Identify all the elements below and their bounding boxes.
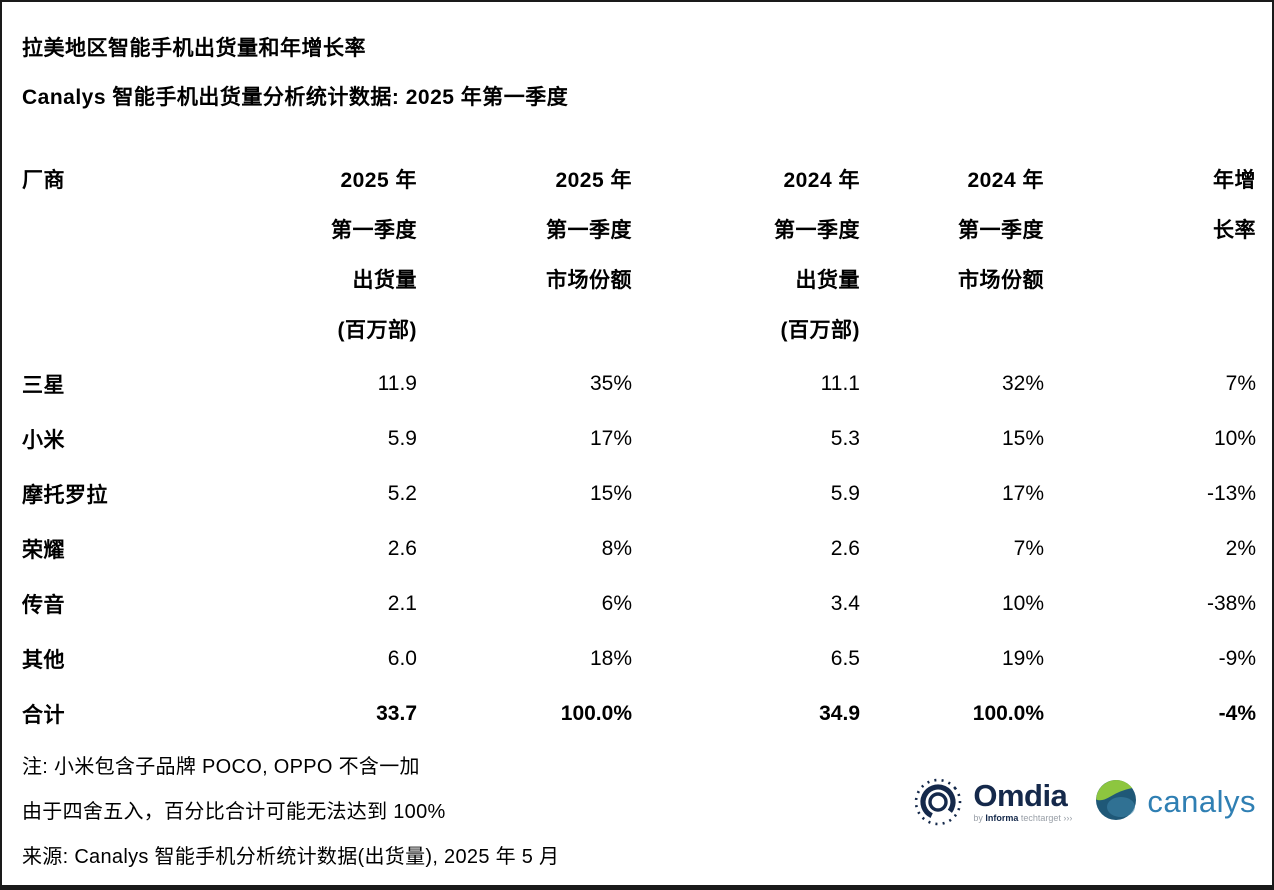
share-2025-cell: 6% bbox=[601, 591, 632, 615]
shipments-2024-cell: 6.5 bbox=[830, 646, 860, 670]
omdia-tagline-by: by bbox=[973, 813, 986, 823]
table-header: 厂商 2025 年 第一季度 出货量 (百万部) 2025 年 第一季度 市场份… bbox=[22, 156, 1256, 356]
share-2025-cell: 18% bbox=[589, 646, 632, 670]
header-line: 2024 年 bbox=[967, 169, 1044, 192]
vendor-cell: 三星 bbox=[22, 373, 65, 397]
footnote-rounding: 由于四舍五入，百分比合计可能无法达到 100% bbox=[22, 801, 446, 823]
table-row-xiaomi: 小米 5.9 17% 5.3 15% 10% bbox=[22, 411, 1256, 466]
brand-logos: Omdia by Informa techtarget ››› canalys bbox=[911, 768, 1256, 836]
header-row: 厂商 2025 年 第一季度 出货量 (百万部) 2025 年 第一季度 市场份… bbox=[22, 156, 1256, 356]
growth-cell: -4% bbox=[1218, 701, 1256, 725]
canalys-logo: canalys bbox=[1094, 778, 1256, 827]
share-2025-cell: 100.0% bbox=[560, 701, 632, 725]
omdia-name-text: Omdia bbox=[973, 778, 1068, 813]
vendor-cell: 小米 bbox=[22, 428, 65, 452]
header-line: (百万部) bbox=[337, 319, 417, 342]
table-row-honor: 荣耀 2.6 8% 2.6 7% 2% bbox=[22, 521, 1256, 576]
growth-cell: 10% bbox=[1213, 426, 1256, 450]
shipments-2024-cell: 11.1 bbox=[820, 371, 860, 395]
shipments-2025-cell: 33.7 bbox=[376, 701, 417, 725]
header-line: 第一季度 bbox=[774, 219, 860, 242]
page-title: 拉美地区智能手机出货量和年增长率 bbox=[22, 37, 366, 60]
shipments-2024-cell: 3.4 bbox=[830, 591, 860, 615]
canalys-globe-icon bbox=[1094, 778, 1138, 827]
header-line: 长率 bbox=[1213, 219, 1256, 242]
header-line: 2025 年 bbox=[555, 169, 632, 192]
column-header-2024-share: 2024 年 第一季度 市场份额 bbox=[860, 156, 1044, 356]
footnote-source: 来源: Canalys 智能手机分析统计数据(出货量), 2025 年 5 月 bbox=[22, 846, 560, 868]
header-line: 厂商 bbox=[22, 169, 65, 192]
vendor-cell: 荣耀 bbox=[22, 538, 65, 562]
header-line: 出货量 bbox=[352, 269, 417, 292]
table-row-others: 其他 6.0 18% 6.5 19% -9% bbox=[22, 631, 1256, 686]
shipments-2024-cell: 5.9 bbox=[830, 481, 860, 505]
omdia-tagline-rest: techtarget ››› bbox=[1018, 813, 1073, 823]
footnotes: 注: 小米包含子品牌 POCO, OPPO 不含一加 由于四舍五入，百分比合计可… bbox=[22, 745, 1254, 880]
table-row-motorola: 摩托罗拉 5.2 15% 5.9 17% -13% bbox=[22, 466, 1256, 521]
footnote-brands: 注: 小米包含子品牌 POCO, OPPO 不含一加 bbox=[22, 756, 420, 778]
share-2024-cell: 19% bbox=[1001, 646, 1044, 670]
omdia-wordmark: Omdia by Informa techtarget ››› bbox=[973, 780, 1072, 824]
shipments-2025-cell: 5.2 bbox=[387, 481, 417, 505]
header-line: 第一季度 bbox=[546, 219, 632, 242]
shipments-table: 厂商 2025 年 第一季度 出货量 (百万部) 2025 年 第一季度 市场份… bbox=[22, 156, 1256, 741]
growth-cell: -9% bbox=[1218, 646, 1256, 670]
share-2024-cell: 7% bbox=[1013, 536, 1044, 560]
share-2024-cell: 32% bbox=[1001, 371, 1044, 395]
canalys-name-text: canalys bbox=[1147, 784, 1256, 819]
share-2024-cell: 100.0% bbox=[972, 701, 1044, 725]
growth-cell: -38% bbox=[1206, 591, 1256, 615]
share-2025-cell: 8% bbox=[601, 536, 632, 560]
column-header-2025-share: 2025 年 第一季度 市场份额 bbox=[417, 156, 632, 356]
column-header-2025-shipments: 2025 年 第一季度 出货量 (百万部) bbox=[172, 156, 417, 356]
page-subtitle: Canalys 智能手机出货量分析统计数据: 2025 年第一季度 bbox=[22, 86, 569, 109]
growth-cell: 7% bbox=[1225, 371, 1256, 395]
shipments-2025-cell: 6.0 bbox=[387, 646, 417, 670]
share-2024-cell: 15% bbox=[1001, 426, 1044, 450]
header-line: 第一季度 bbox=[958, 219, 1044, 242]
vendor-cell: 合计 bbox=[22, 703, 65, 727]
share-2025-cell: 35% bbox=[589, 371, 632, 395]
table-body: 三星 11.9 35% 11.1 32% 7% 小米 5.9 17% 5.3 1… bbox=[22, 356, 1256, 741]
shipments-2025-cell: 5.9 bbox=[387, 426, 417, 450]
header-line: 市场份额 bbox=[546, 269, 632, 292]
omdia-tagline-brand: Informa bbox=[985, 813, 1019, 823]
header-line: 出货量 bbox=[795, 269, 860, 292]
vendor-cell: 其他 bbox=[22, 648, 65, 672]
share-2024-cell: 10% bbox=[1001, 591, 1044, 615]
omdia-rings-icon bbox=[911, 772, 967, 833]
growth-cell: 2% bbox=[1225, 536, 1256, 560]
share-2025-cell: 17% bbox=[589, 426, 632, 450]
header-line: 2024 年 bbox=[783, 169, 860, 192]
shipments-2024-cell: 2.6 bbox=[830, 536, 860, 560]
header-line: 2025 年 bbox=[340, 169, 417, 192]
shipments-2025-cell: 11.9 bbox=[377, 371, 417, 395]
column-header-vendor: 厂商 bbox=[22, 156, 172, 356]
shipments-2024-cell: 5.3 bbox=[830, 426, 860, 450]
header-line: 年增 bbox=[1213, 169, 1256, 192]
omdia-tagline: by Informa techtarget ››› bbox=[973, 813, 1072, 824]
header-line: 市场份额 bbox=[958, 269, 1044, 292]
shipments-2025-cell: 2.1 bbox=[387, 591, 417, 615]
header-line: (百万部) bbox=[780, 319, 860, 342]
column-header-2024-shipments: 2024 年 第一季度 出货量 (百万部) bbox=[632, 156, 860, 356]
shipments-2025-cell: 2.6 bbox=[387, 536, 417, 560]
vendor-cell: 摩托罗拉 bbox=[22, 483, 108, 507]
header-line: 第一季度 bbox=[331, 219, 417, 242]
table-row-total: 合计 33.7 100.0% 34.9 100.0% -4% bbox=[22, 686, 1256, 741]
share-2024-cell: 17% bbox=[1001, 481, 1044, 505]
share-2025-cell: 15% bbox=[589, 481, 632, 505]
omdia-logo: Omdia by Informa techtarget ››› bbox=[911, 772, 1072, 833]
column-header-growth: 年增 长率 bbox=[1044, 156, 1256, 356]
table-row-samsung: 三星 11.9 35% 11.1 32% 7% bbox=[22, 356, 1256, 411]
table-row-transsion: 传音 2.1 6% 3.4 10% -38% bbox=[22, 576, 1256, 631]
growth-cell: -13% bbox=[1206, 481, 1256, 505]
vendor-cell: 传音 bbox=[22, 593, 65, 617]
shipments-2024-cell: 34.9 bbox=[819, 701, 860, 725]
